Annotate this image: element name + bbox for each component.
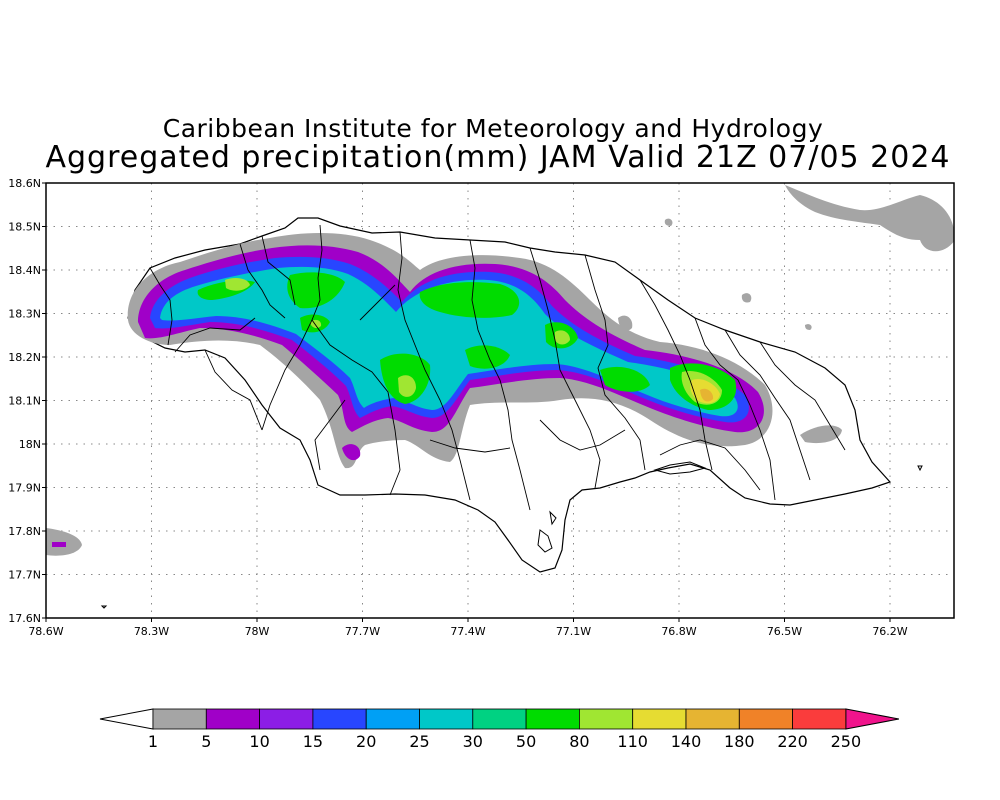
lon-tick-label: 78.6W bbox=[28, 625, 63, 638]
colorbar-swatch bbox=[365, 708, 420, 730]
colorbar-swatch bbox=[738, 708, 793, 730]
colorbar-label: 25 bbox=[409, 732, 429, 751]
colorbar-swatch-below bbox=[99, 708, 154, 730]
lon-tick-label: 76.8W bbox=[661, 625, 696, 638]
colorbar-label: 80 bbox=[569, 732, 589, 751]
colorbar-label: 5 bbox=[201, 732, 211, 751]
lat-tick-label: 17.6N bbox=[8, 612, 41, 625]
lat-tick-label: 18.4N bbox=[8, 264, 41, 277]
colorbar-swatch bbox=[632, 708, 687, 730]
colorbar-label: 1 bbox=[148, 732, 158, 751]
cays bbox=[100, 461, 923, 609]
colorbar-swatch bbox=[525, 708, 580, 730]
colorbar-label: 20 bbox=[356, 732, 376, 751]
colorbar-label: 250 bbox=[831, 732, 862, 751]
colorbar-swatch bbox=[259, 708, 314, 730]
lon-tick-label: 77.1W bbox=[556, 625, 591, 638]
lat-tick-label: 18.1N bbox=[8, 395, 41, 408]
chart-title: Caribbean Institute for Meteorology and … bbox=[162, 114, 824, 143]
lon-tick-label: 78W bbox=[245, 625, 270, 638]
lat-tick-label: 18.2N bbox=[8, 351, 41, 364]
map-layer bbox=[46, 183, 954, 618]
lat-tick-label: 17.8N bbox=[8, 525, 41, 538]
colorbar-swatch bbox=[792, 708, 847, 730]
colorbar-swatch bbox=[419, 708, 474, 730]
colorbar-swatch bbox=[472, 708, 527, 730]
colorbar-swatch bbox=[152, 708, 207, 730]
lat-tick-label: 18.5N bbox=[8, 221, 41, 234]
chart-subtitle: Aggregated precipitation(mm) JAM Valid 2… bbox=[45, 140, 951, 175]
colorbar-swatch bbox=[685, 708, 740, 730]
lon-tick-label: 78.3W bbox=[134, 625, 169, 638]
colorbar-label: 220 bbox=[777, 732, 808, 751]
colorbar-label: 140 bbox=[671, 732, 702, 751]
colorbar-label: 180 bbox=[724, 732, 755, 751]
precip-orange bbox=[700, 388, 714, 402]
lat-tick-label: 18.3N bbox=[8, 308, 41, 321]
lat-tick-label: 17.7N bbox=[8, 569, 41, 582]
lat-tick-label: 18.6N bbox=[8, 177, 41, 190]
lon-tick-label: 76.2W bbox=[872, 625, 907, 638]
colorbar-label: 50 bbox=[516, 732, 536, 751]
colorbar-label: 110 bbox=[617, 732, 648, 751]
colorbar-label: 10 bbox=[249, 732, 269, 751]
lon-tick-label: 77.7W bbox=[345, 625, 380, 638]
colorbar: 1 5 10 15 20 25 30 50 80 110 140 180 220 250 bbox=[99, 708, 899, 751]
lat-tick-label: 18N bbox=[19, 438, 41, 451]
colorbar-swatch bbox=[205, 708, 261, 730]
colorbar-label: 30 bbox=[463, 732, 483, 751]
colorbar-label: 15 bbox=[303, 732, 323, 751]
lon-tick-label: 77.4W bbox=[450, 625, 485, 638]
map-axes: 18.6N 18.5N 18.4N 18.3N 18.2N 18.1N 18N 17.9N 17… bbox=[8, 177, 908, 638]
lat-tick-label: 17.9N bbox=[8, 482, 41, 495]
parish-boundaries bbox=[149, 224, 846, 511]
colorbar-swatch bbox=[579, 708, 634, 730]
colorbar-swatch-above bbox=[845, 708, 899, 730]
colorbar-swatch bbox=[312, 708, 367, 730]
lon-tick-label: 76.5W bbox=[767, 625, 802, 638]
